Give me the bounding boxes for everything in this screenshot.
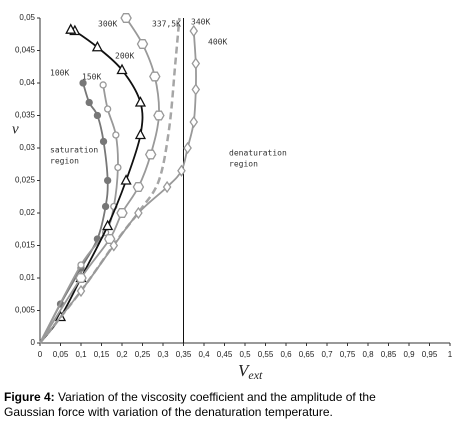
x-tick-label: 0,55 bbox=[258, 350, 274, 359]
x-tick-label: 0,7 bbox=[321, 350, 333, 359]
annotation: denaturation bbox=[229, 149, 287, 158]
marker bbox=[136, 39, 149, 49]
series-line bbox=[39, 84, 119, 344]
y-tick-label: 0 bbox=[31, 338, 36, 347]
marker bbox=[99, 137, 108, 146]
annotation: region bbox=[50, 157, 79, 166]
x-axis-label-main: V bbox=[238, 361, 251, 380]
x-tick-label: 0,3 bbox=[157, 350, 169, 359]
series-label: 100K bbox=[50, 69, 69, 78]
marker bbox=[109, 239, 119, 252]
x-tick-label: 0,15 bbox=[94, 350, 110, 359]
marker bbox=[134, 96, 147, 107]
x-axis-label: Vext bbox=[238, 361, 263, 382]
x-tick-label: 0,65 bbox=[299, 350, 315, 359]
x-tick-label: 0,6 bbox=[280, 350, 292, 359]
marker bbox=[149, 71, 161, 82]
x-tick-label: 0,85 bbox=[381, 350, 397, 359]
marker bbox=[183, 141, 192, 155]
marker bbox=[144, 149, 157, 160]
caption-text: Gaussian force with variation of the den… bbox=[4, 405, 333, 419]
series-label: 150K bbox=[82, 73, 101, 82]
marker bbox=[85, 98, 93, 107]
x-tick-label: 0,95 bbox=[422, 350, 438, 359]
caption-line: Figure 4: Variation of the viscosity coe… bbox=[4, 390, 376, 404]
x-tick-label: 0,75 bbox=[340, 350, 356, 359]
y-tick-label: 0,035 bbox=[15, 111, 36, 120]
marker bbox=[104, 105, 112, 113]
x-tick-label: 0,5 bbox=[239, 350, 251, 359]
series-label: 340K bbox=[191, 18, 210, 27]
x-tick-label: 0,1 bbox=[75, 350, 87, 359]
marker bbox=[79, 79, 87, 87]
y-tick-label: 0,045 bbox=[15, 46, 36, 55]
marker bbox=[77, 261, 85, 269]
marker bbox=[191, 83, 201, 96]
marker bbox=[112, 131, 120, 139]
marker bbox=[91, 40, 103, 52]
x-tick-label: 0,05 bbox=[53, 350, 69, 359]
marker bbox=[153, 110, 165, 121]
x-tick-label: 0 bbox=[38, 350, 43, 359]
y-tick-label: 0,015 bbox=[15, 241, 36, 250]
x-tick-label: 1 bbox=[448, 350, 453, 359]
x-tick-label: 0,8 bbox=[362, 350, 374, 359]
y-tick-label: 0,01 bbox=[19, 273, 35, 282]
series-label: 337,5K bbox=[152, 20, 181, 29]
y-axis-label: ν bbox=[12, 121, 19, 137]
marker bbox=[134, 128, 147, 140]
annotation: region bbox=[229, 160, 258, 169]
y-tick-label: 0,02 bbox=[19, 208, 35, 217]
x-tick-label: 0,35 bbox=[176, 350, 192, 359]
marker bbox=[104, 176, 112, 185]
marker bbox=[76, 284, 86, 298]
marker bbox=[189, 115, 199, 129]
x-axis-label-sub: ext bbox=[248, 368, 263, 382]
annotation: saturation bbox=[50, 146, 98, 155]
x-tick-label: 0,25 bbox=[135, 350, 151, 359]
marker bbox=[191, 57, 201, 70]
series-line bbox=[39, 82, 109, 344]
marker bbox=[162, 180, 172, 194]
marker bbox=[116, 208, 128, 218]
marker bbox=[116, 63, 128, 75]
x-tick-label: 0,45 bbox=[217, 350, 233, 359]
caption-label: Figure 4: bbox=[4, 390, 55, 404]
marker bbox=[65, 23, 77, 34]
marker bbox=[120, 13, 132, 23]
marker bbox=[102, 219, 114, 231]
series-label: 400K bbox=[208, 38, 227, 47]
marker bbox=[120, 174, 132, 185]
marker bbox=[99, 81, 107, 89]
series-label: 300K bbox=[98, 20, 117, 29]
marker bbox=[101, 202, 110, 211]
marker bbox=[75, 273, 87, 283]
y-tick-label: 0,04 bbox=[19, 78, 35, 87]
y-tick-label: 0,03 bbox=[19, 143, 35, 152]
y-tick-label: 0,05 bbox=[19, 13, 35, 22]
marker bbox=[134, 206, 143, 220]
caption-text: Variation of the viscosity coefficient a… bbox=[58, 390, 376, 404]
y-tick-label: 0,005 bbox=[15, 306, 36, 315]
series-label: 200K bbox=[115, 52, 134, 61]
x-tick-label: 0,9 bbox=[403, 350, 415, 359]
marker bbox=[114, 163, 122, 172]
marker bbox=[93, 111, 102, 120]
series-line bbox=[39, 17, 160, 344]
x-tick-label: 0,4 bbox=[198, 350, 210, 359]
marker bbox=[189, 24, 199, 38]
marker bbox=[177, 164, 186, 177]
x-tick-label: 0,2 bbox=[116, 350, 128, 359]
y-tick-label: 0,025 bbox=[15, 176, 36, 185]
marker bbox=[132, 182, 145, 192]
